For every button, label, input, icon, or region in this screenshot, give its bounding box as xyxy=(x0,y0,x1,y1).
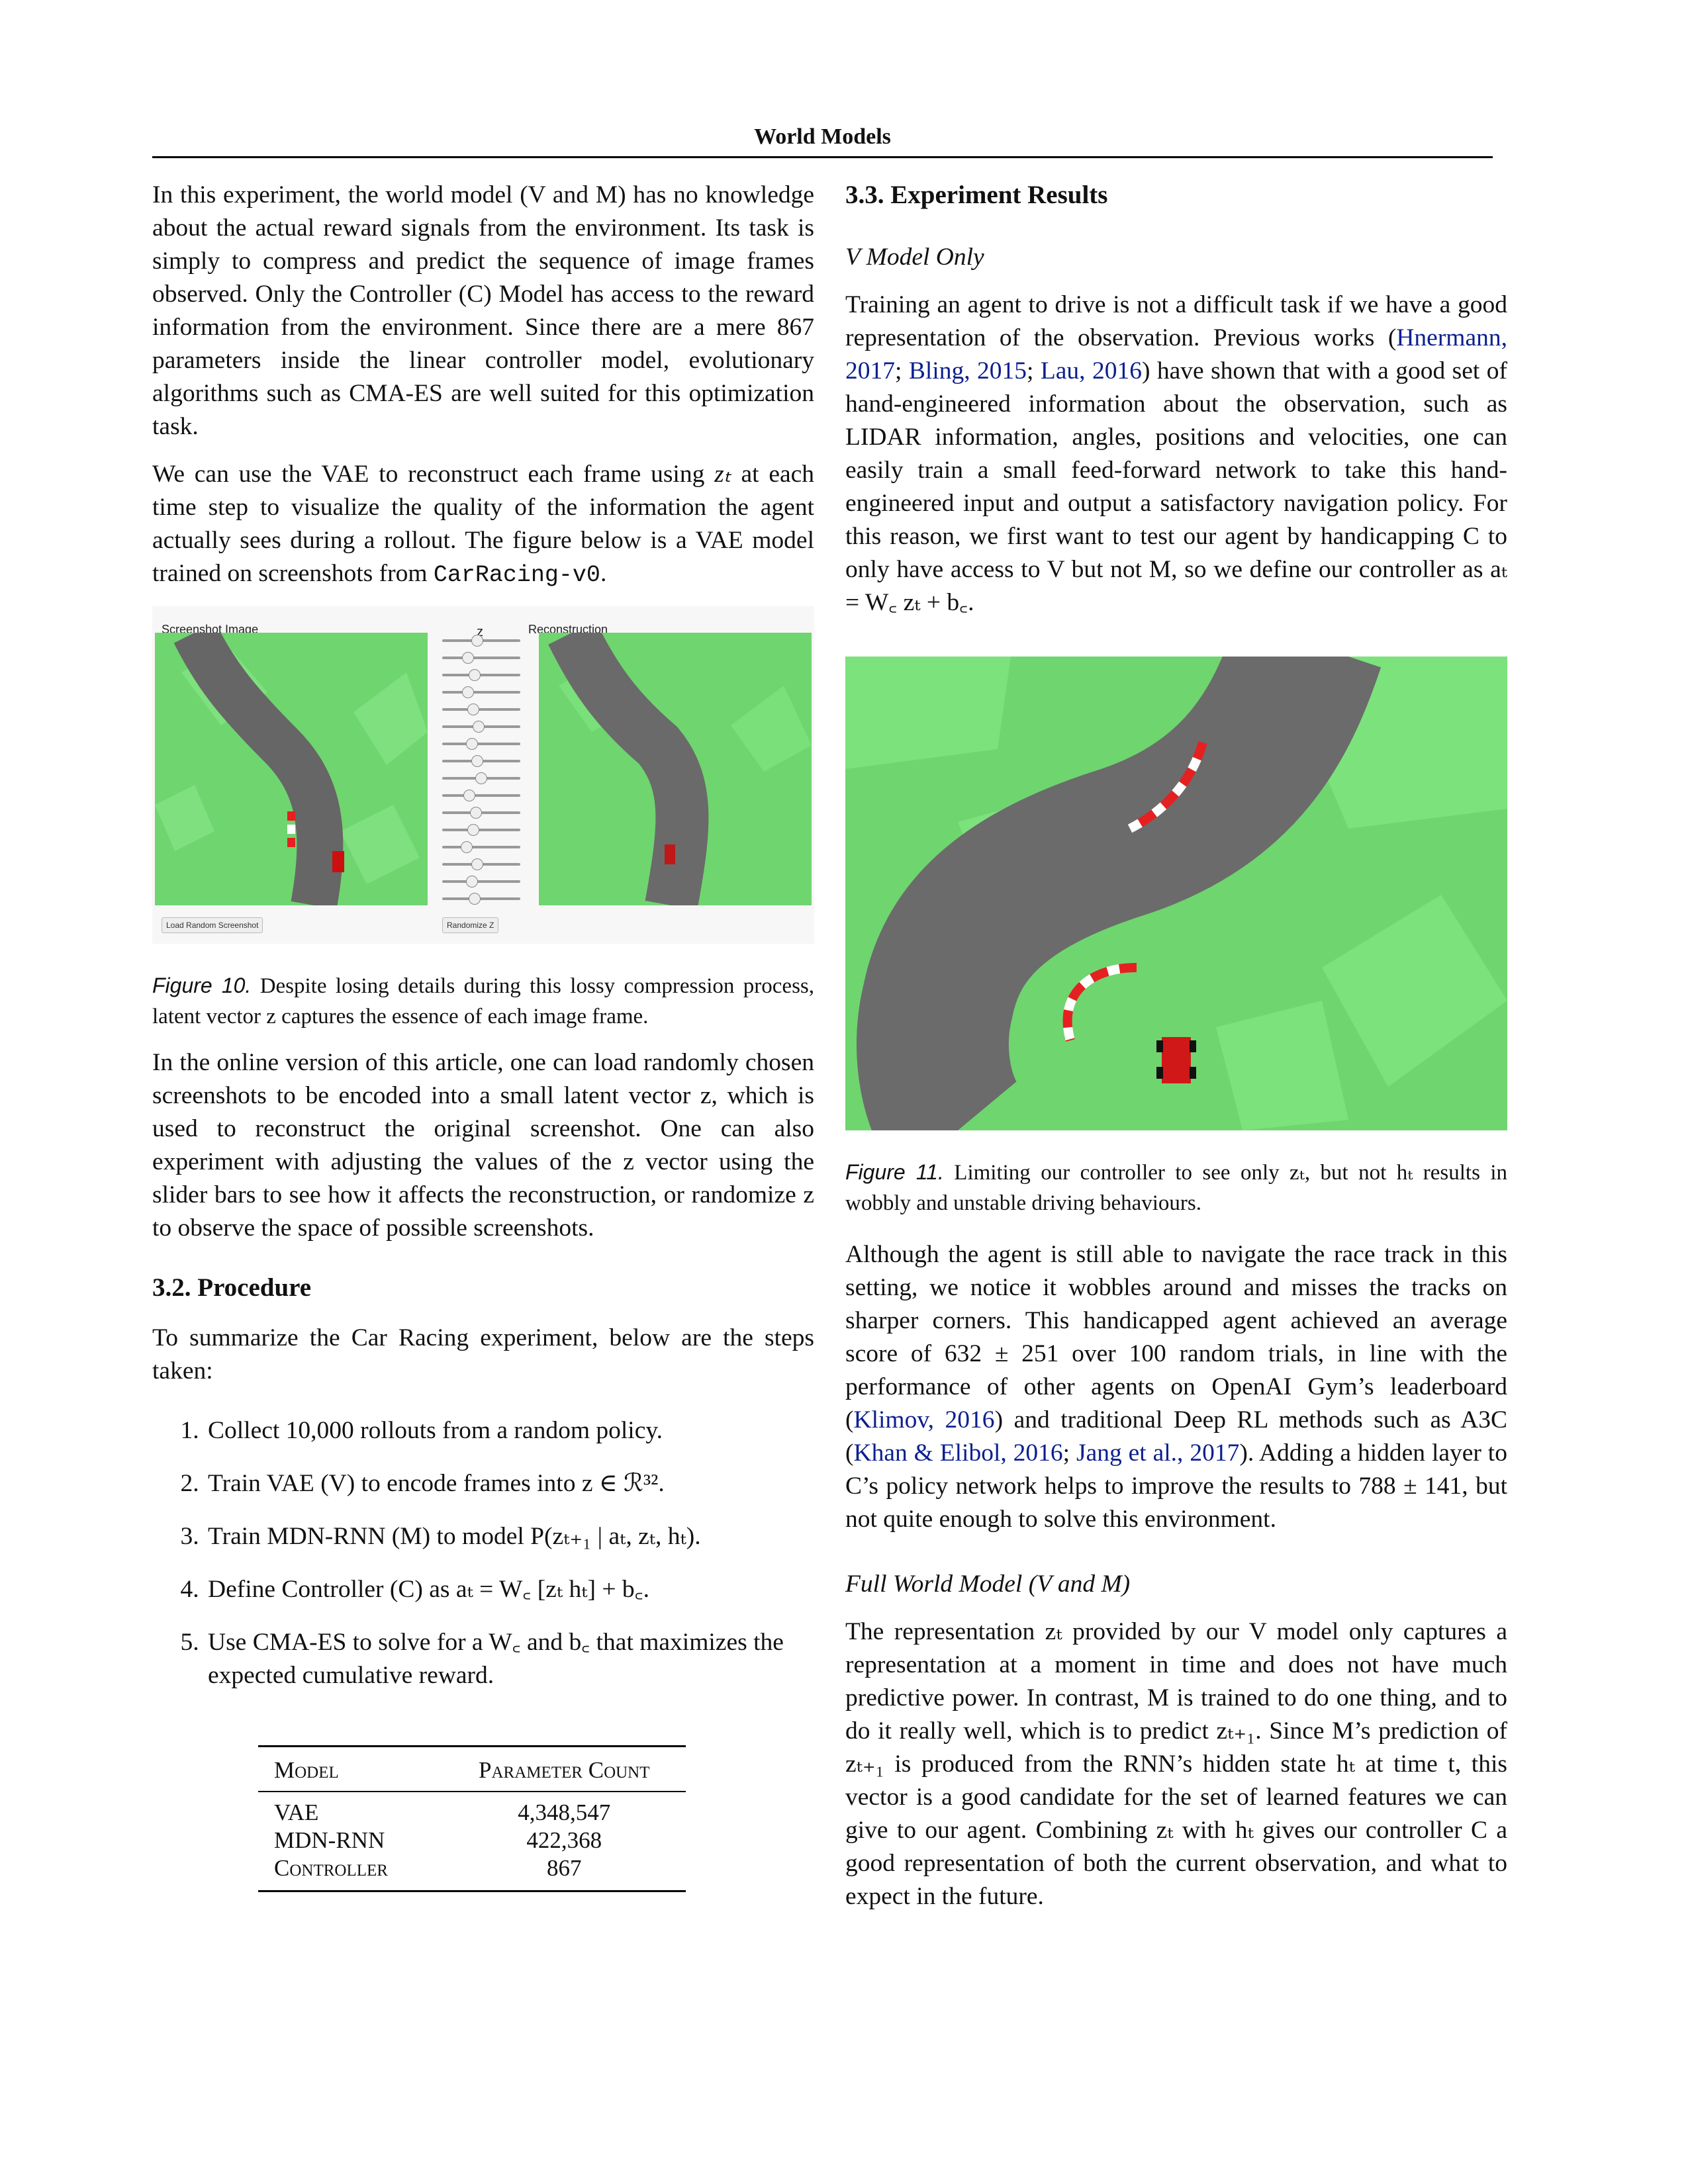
slider-knob[interactable] xyxy=(467,824,479,836)
citation-link[interactable]: Khan & Elibol, 2016 xyxy=(853,1439,1063,1467)
right-column: 3.3. Experiment Results V Model Only Tra… xyxy=(845,179,1507,1928)
left-column: In this experiment, the world model (V a… xyxy=(152,179,814,1892)
figure-10-vae-demo: Screenshot Image z Reconstruction xyxy=(152,606,814,944)
z-slider[interactable] xyxy=(442,772,520,784)
figure-11-race-track xyxy=(845,657,1507,1130)
z-slider[interactable] xyxy=(442,807,520,819)
parameter-count-table: Model Parameter Count VAE 4,348,547 MDN-… xyxy=(258,1745,686,1892)
z-slider[interactable] xyxy=(442,635,520,647)
slider-knob[interactable] xyxy=(463,790,475,801)
running-header: World Models xyxy=(754,124,891,149)
citation-link[interactable]: Lau, 2016 xyxy=(1040,357,1142,385)
citation-link[interactable]: Bling, 2015 xyxy=(908,357,1027,385)
z-slider[interactable] xyxy=(442,738,520,750)
procedure-step: Define Controller (C) as aₜ = W꜀ [zₜ hₜ]… xyxy=(205,1573,814,1606)
subsection-v-model-only: V Model Only xyxy=(845,244,984,271)
z-label: z xyxy=(477,625,483,639)
z-slider[interactable] xyxy=(442,669,520,681)
slider-knob[interactable] xyxy=(466,876,478,887)
procedure-step: Train MDN-RNN (M) to model P(zₜ₊₁ | aₜ, … xyxy=(205,1520,814,1553)
z-slider[interactable] xyxy=(442,704,520,715)
slider-knob[interactable] xyxy=(462,652,474,664)
section-procedure-heading: 3.2. Procedure xyxy=(152,1273,312,1302)
figure-11-caption: Figure 11. Limiting our controller to se… xyxy=(845,1160,1507,1215)
slider-knob[interactable] xyxy=(471,755,483,767)
randomize-z-button[interactable]: Randomize Z xyxy=(442,917,499,933)
z-slider[interactable] xyxy=(442,876,520,887)
paragraph-online-version: In the online version of this article, o… xyxy=(152,1049,814,1242)
paragraph-world-model: In this experiment, the world model (V a… xyxy=(152,181,814,440)
slider-knob[interactable] xyxy=(471,635,483,647)
z-slider[interactable] xyxy=(442,721,520,733)
figure-10-caption: Figure 10. Despite losing details during… xyxy=(152,974,815,1028)
load-random-screenshot-button[interactable]: Load Random Screenshot xyxy=(162,917,263,933)
paragraph-v-model: Training an agent to drive is not a diff… xyxy=(845,291,1507,616)
paragraph-vae-reconstruct: We can use the VAE to reconstruct each f… xyxy=(152,461,814,588)
z-slider[interactable] xyxy=(442,755,520,767)
citation-link[interactable]: Klimov, 2016 xyxy=(853,1406,995,1433)
slider-knob[interactable] xyxy=(471,858,483,870)
paragraph-full-world-model: The representation zₜ provided by our V … xyxy=(845,1618,1507,1910)
table-row: VAE 4,348,547 xyxy=(274,1799,611,1825)
slider-knob[interactable] xyxy=(467,704,479,715)
slider-knob[interactable] xyxy=(469,893,481,905)
table-header-model: Model xyxy=(274,1757,339,1783)
table-row: MDN-RNN 422,368 xyxy=(274,1827,602,1853)
screenshot-image xyxy=(155,633,428,905)
citation-link[interactable]: Jang et al., 2017 xyxy=(1076,1439,1240,1467)
table-row: Controller 867 xyxy=(258,1854,686,1891)
paragraph-summary: To summarize the Car Racing experiment, … xyxy=(152,1324,814,1385)
z-slider[interactable] xyxy=(442,858,520,870)
z-slider[interactable] xyxy=(442,686,520,698)
z-slider[interactable] xyxy=(442,824,520,836)
paragraph-wobbles: Although the agent is still able to navi… xyxy=(845,1241,1507,1533)
section-results-heading: 3.3. Experiment Results xyxy=(845,181,1108,209)
slider-knob[interactable] xyxy=(473,721,485,733)
procedure-steps: Collect 10,000 rollouts from a random po… xyxy=(152,1414,814,1692)
slider-knob[interactable] xyxy=(469,669,481,681)
table-header-parameter-count: Parameter Count xyxy=(479,1757,650,1783)
slider-knob[interactable] xyxy=(462,686,474,698)
procedure-step: Collect 10,000 rollouts from a random po… xyxy=(205,1414,814,1447)
procedure-step: Train VAE (V) to encode frames into z ∈ … xyxy=(205,1467,814,1500)
math-zt: zₜ xyxy=(714,461,731,488)
procedure-step: Use CMA-ES to solve for a W꜀ and b꜀ that… xyxy=(205,1626,814,1692)
header-rule xyxy=(152,156,1493,158)
z-slider[interactable] xyxy=(442,652,520,664)
citation-link[interactable]: Hnermann, 2017 xyxy=(845,324,1507,385)
slider-knob[interactable] xyxy=(461,841,473,853)
slider-knob[interactable] xyxy=(475,772,487,784)
z-slider[interactable] xyxy=(442,893,520,905)
reconstruction-image xyxy=(539,633,812,905)
subsection-full-world-model: Full World Model (V and M) xyxy=(845,1570,1131,1598)
code-carracing: CarRacing-v0 xyxy=(433,562,600,588)
z-slider[interactable] xyxy=(442,841,520,853)
slider-knob[interactable] xyxy=(470,807,482,819)
z-slider[interactable] xyxy=(442,790,520,801)
slider-knob[interactable] xyxy=(466,738,478,750)
